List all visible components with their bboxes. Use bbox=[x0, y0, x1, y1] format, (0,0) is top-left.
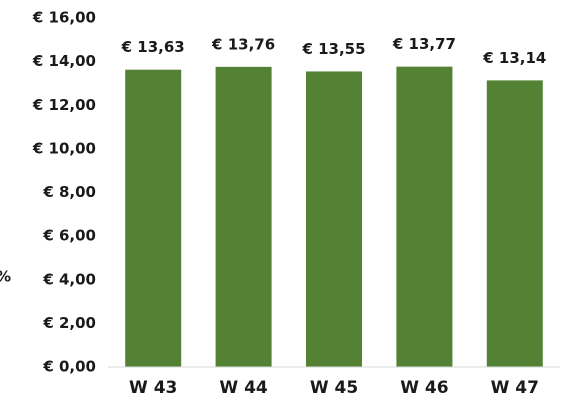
x-tick-label: W 47 bbox=[491, 378, 539, 398]
bar bbox=[396, 66, 453, 367]
y-axis-label: % bbox=[0, 268, 11, 286]
value-label: € 13,55 bbox=[301, 40, 365, 58]
bar bbox=[306, 71, 362, 368]
y-tick-label: € 14,00 bbox=[32, 52, 96, 70]
y-tick-label: € 2,00 bbox=[42, 314, 96, 332]
bar bbox=[215, 66, 272, 368]
value-label: € 13,76 bbox=[211, 35, 275, 53]
x-tick-label: W 46 bbox=[400, 378, 448, 398]
y-tick-label: € 12,00 bbox=[32, 96, 96, 114]
y-tick-label: € 10,00 bbox=[32, 139, 96, 157]
x-tick-label: W 45 bbox=[310, 378, 358, 398]
bar bbox=[486, 80, 543, 367]
y-tick-label: € 6,00 bbox=[42, 227, 96, 245]
y-tick-label: € 0,00 bbox=[42, 358, 96, 376]
y-tick-label: € 4,00 bbox=[42, 270, 96, 288]
bar bbox=[125, 69, 182, 368]
value-label: € 13,63 bbox=[121, 38, 185, 56]
value-label: € 13,14 bbox=[482, 49, 546, 67]
y-tick-label: € 8,00 bbox=[42, 183, 96, 201]
value-label: € 13,77 bbox=[392, 35, 456, 53]
y-tick-label: € 16,00 bbox=[32, 9, 96, 27]
x-tick-label: W 43 bbox=[129, 378, 177, 398]
x-tick-label: W 44 bbox=[219, 378, 267, 398]
